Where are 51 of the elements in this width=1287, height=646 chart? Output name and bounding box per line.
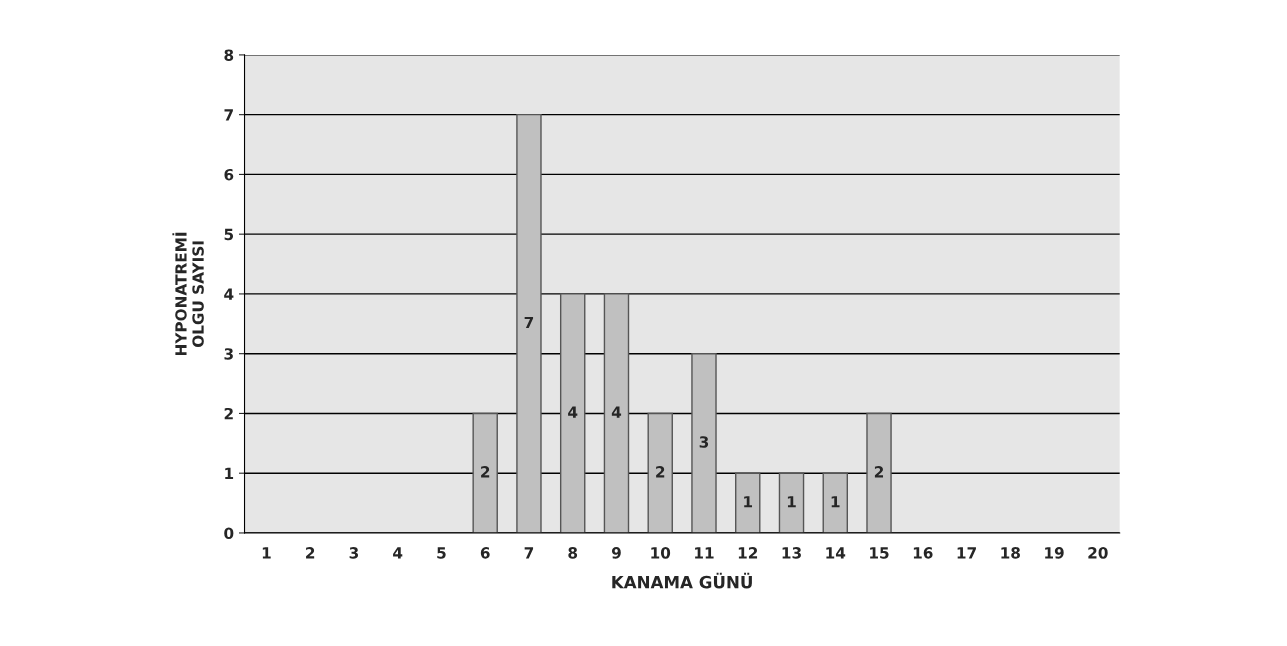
bar — [778, 472, 805, 533]
x-tick-label: 7 — [524, 547, 534, 559]
bar — [866, 412, 892, 533]
bar — [516, 113, 542, 533]
data-label: 2 — [656, 466, 665, 478]
y-tick-label: 6 — [224, 168, 234, 181]
data-label: 2 — [481, 466, 490, 478]
bar — [691, 352, 717, 533]
bar — [472, 412, 498, 533]
x-tick-label: 2 — [306, 547, 315, 559]
x-tick-label: 5 — [437, 547, 446, 559]
data-label: 1 — [744, 496, 753, 508]
data-label: 4 — [568, 406, 578, 418]
data-label: 1 — [831, 496, 840, 508]
bar — [735, 472, 761, 533]
bar — [559, 293, 586, 533]
x-tick-label: 11 — [695, 547, 714, 559]
x-tick-label: 19 — [1045, 547, 1064, 559]
x-tick-label: 9 — [611, 547, 621, 559]
data-label: 7 — [524, 316, 534, 329]
y-tick-label: 4 — [224, 288, 234, 300]
y-tick-label: 7 — [224, 109, 233, 121]
x-tick-label: 12 — [738, 547, 758, 559]
x-tick-label: 20 — [1088, 547, 1108, 559]
data-label: 3 — [699, 436, 709, 448]
data-label: 1 — [787, 496, 796, 508]
y-tick-label: 0 — [224, 527, 234, 539]
x-tick-label: 17 — [957, 547, 976, 559]
x-tick-label: 8 — [568, 547, 578, 559]
y-tick-label: 3 — [224, 348, 233, 360]
y-tick-label: 8 — [224, 49, 234, 61]
x-tick-label: 6 — [480, 547, 490, 559]
x-tick-label: 3 — [349, 547, 359, 559]
x-tick-label: 18 — [1001, 547, 1020, 559]
x-tick-label: 16 — [913, 547, 933, 559]
y-axis-title: HYPONATREMİ OLGU SAYISI — [172, 232, 204, 356]
x-tick-label: 14 — [826, 547, 846, 559]
data-label: 2 — [874, 466, 884, 478]
x-tick-label: 1 — [262, 547, 271, 559]
bar — [822, 472, 848, 533]
y-tick-label: 2 — [224, 407, 233, 420]
x-tick-label: 10 — [651, 547, 671, 559]
x-tick-label: 15 — [870, 547, 889, 559]
y-tick-label: 1 — [225, 467, 234, 479]
data-label: 4 — [611, 406, 622, 418]
y-tick-label: 5 — [224, 228, 234, 241]
x-axis-title: KANAMA GÜNÜ — [612, 572, 752, 589]
x-tick-label: 4 — [393, 547, 403, 559]
bar — [647, 412, 673, 533]
bar — [603, 293, 630, 533]
x-tick-label: 13 — [782, 547, 801, 559]
